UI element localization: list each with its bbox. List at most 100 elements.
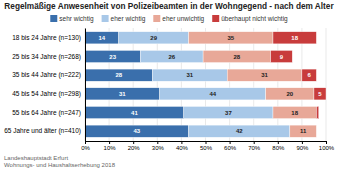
legend-label: eher wichtig (111, 15, 146, 23)
legend-label: eher unwichtig (162, 15, 204, 23)
bar-segment (302, 69, 316, 81)
grid (85, 28, 326, 141)
x-axis-line (86, 142, 327, 145)
legend-swatch (102, 15, 109, 22)
x-tick-mark (109, 141, 110, 144)
data-label: 23 (109, 54, 116, 60)
x-tick: 70% (248, 141, 261, 151)
legend-swatch (50, 15, 57, 22)
bars (85, 32, 326, 138)
data-label: 35 (227, 35, 234, 41)
bar-segment (273, 32, 316, 44)
x-tick-label: 60% (224, 145, 237, 151)
data-label: 6 (307, 72, 311, 78)
legend-item: eher wichtig (102, 15, 146, 23)
data-label: 31 (261, 72, 268, 78)
bar-segment (152, 69, 227, 81)
grid-line (85, 28, 86, 141)
data-label: 37 (225, 110, 232, 116)
legend-swatch (212, 15, 219, 22)
bar-segment (140, 50, 203, 62)
legend-label: sehr wichtig (59, 15, 94, 23)
x-tick-mark (181, 141, 182, 144)
y-tick-label: 55 bis 64 Jahre (n=247) (12, 109, 81, 117)
x-tick-mark (133, 141, 134, 144)
footer-text: Landeshauptstadt Erfurt (4, 155, 68, 161)
grid-line (277, 28, 278, 141)
bar-segment (119, 32, 189, 44)
grid-line (109, 28, 110, 141)
y-tick: 18 bis 24 Jahre (n=130) (12, 34, 85, 42)
bar-segment (314, 88, 326, 100)
bar-segment (160, 88, 266, 100)
x-tick: 40% (176, 141, 189, 151)
y-tick-label: 65 Jahre und älter (n=410) (4, 127, 81, 135)
legend-item: eher unwichtig (153, 15, 204, 23)
x-tick-mark (157, 141, 158, 144)
legend-swatch (153, 15, 160, 22)
bar-segment (85, 106, 184, 118)
x-tick-mark (278, 141, 279, 144)
data-label: 31 (119, 91, 126, 97)
x-tick-label: 10% (104, 145, 117, 151)
data-labels: 1423283141432926314437423528312018111896… (99, 35, 323, 134)
legend-label: überhaupt nicht wichtig (221, 15, 288, 23)
x-tick: 60% (224, 141, 237, 151)
y-tick-label: 18 bis 24 Jahre (n=130) (12, 34, 81, 42)
y-tick-label: 35 bis 44 Jahre (n=222) (12, 71, 81, 79)
x-tick-label: 90% (296, 145, 309, 151)
x-tick-label: 20% (128, 145, 141, 151)
data-label: 26 (168, 54, 175, 60)
data-label: 5 (318, 91, 322, 97)
data-label: 9 (280, 54, 284, 60)
data-label: 18 (291, 35, 298, 41)
data-label: 18 (291, 110, 298, 116)
bar-segment (290, 125, 317, 137)
bar-segment (316, 106, 318, 118)
bar-segment (189, 125, 290, 137)
x-tick: 30% (152, 141, 165, 151)
title: Regelmäßige Anwesenheit von Polizeibeamt… (4, 2, 334, 11)
x-tick-mark (230, 141, 231, 144)
x-tick: 0% (81, 141, 90, 151)
footer-text: Wohnungs- und Haushaltserhebung 2018 (4, 162, 116, 168)
x-tick-label: 80% (272, 145, 285, 151)
data-label: 41 (131, 110, 138, 116)
bar-segment (85, 88, 160, 100)
data-label: 11 (300, 128, 307, 134)
x-axis: 0%10%20%30%40%50%60%70%80%90%100% (81, 141, 335, 151)
grid-line (181, 28, 182, 141)
x-tick-mark (302, 141, 303, 144)
legend-item: überhaupt nicht wichtig (212, 15, 288, 23)
data-label: 28 (115, 72, 122, 78)
bar-segment (85, 32, 119, 44)
x-tick-label: 70% (248, 145, 261, 151)
y-tick: 65 Jahre und älter (n=410) (4, 127, 85, 135)
legend-item: sehr wichtig (50, 15, 94, 23)
y-tick-label: 45 bis 54 Jahre (n=298) (12, 90, 81, 98)
bar-segment (273, 106, 316, 118)
data-label: 42 (236, 128, 243, 134)
chart-container: Regelmäßige Anwesenheit von Polizeibeamt… (0, 0, 338, 169)
x-tick: 90% (296, 141, 309, 151)
data-label: 31 (186, 72, 193, 78)
bar-segment (85, 69, 152, 81)
x-tick-label: 0% (81, 145, 90, 151)
y-tick: 45 bis 54 Jahre (n=298) (12, 90, 85, 98)
bar-segment (266, 88, 314, 100)
bar-segment (85, 50, 140, 62)
y-axis-line (85, 29, 86, 142)
y-tick: 35 bis 44 Jahre (n=222) (12, 71, 85, 79)
y-tick: 25 bis 34 Jahre (n=268) (12, 53, 85, 61)
x-tick: 80% (272, 141, 285, 151)
data-label: 29 (150, 35, 157, 41)
data-label: 14 (99, 35, 106, 41)
bar-segment (271, 50, 293, 62)
grid-line (301, 28, 302, 141)
x-tick-label: 50% (200, 145, 213, 151)
footer: Landeshauptstadt ErfurtWohnungs- und Hau… (4, 155, 116, 168)
grid-line (253, 28, 254, 141)
x-tick-mark (254, 141, 255, 144)
data-label: 28 (233, 54, 240, 60)
grid-line (326, 28, 327, 141)
